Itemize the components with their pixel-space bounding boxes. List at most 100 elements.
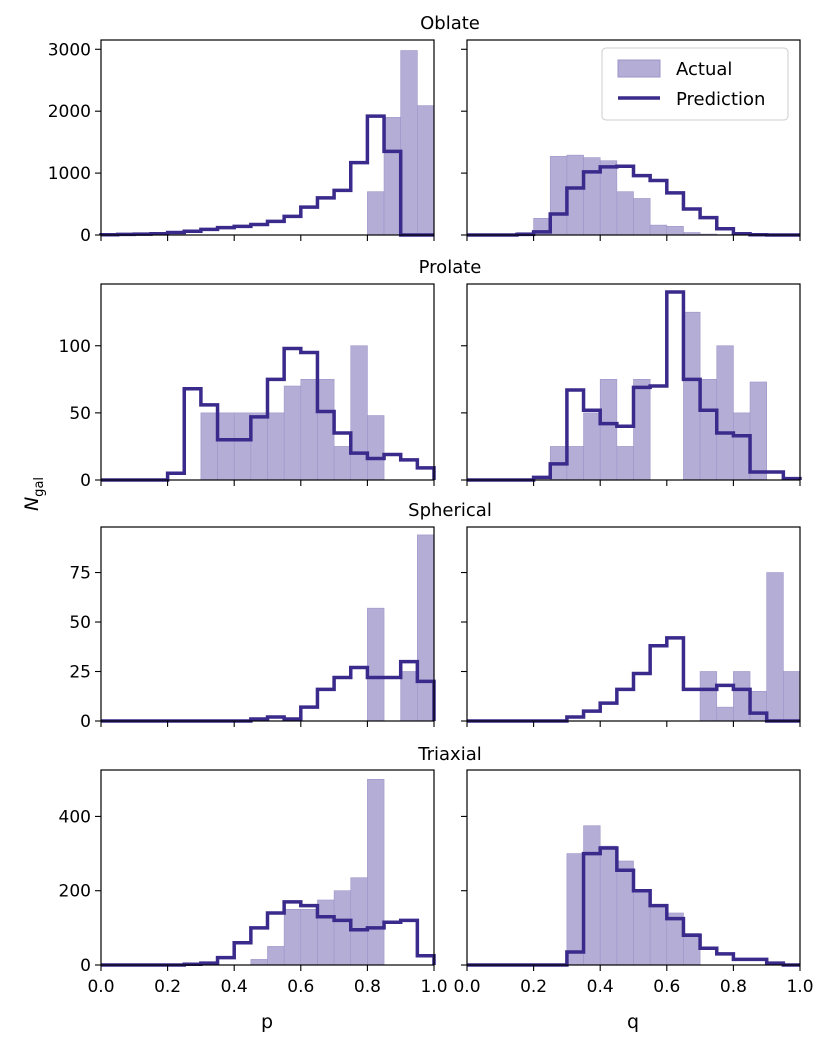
y-tick-label: 0 xyxy=(80,956,91,976)
actual-bar-q-8 xyxy=(599,845,618,966)
prediction-line-p xyxy=(101,346,436,482)
y-tick-label: 25 xyxy=(69,663,91,683)
actual-bar-p-9 xyxy=(250,959,268,966)
actual-bar-p-14 xyxy=(333,446,352,481)
x-tick-label: 0.0 xyxy=(453,977,480,997)
actual-bar-p-18 xyxy=(400,671,418,722)
actual-bar-p-16 xyxy=(367,607,385,722)
actual-bar-p-14 xyxy=(333,890,352,966)
actual-bar-p-6 xyxy=(200,412,218,481)
legend: Actual Prediction xyxy=(601,47,789,121)
x-tick-label: 0.2 xyxy=(154,977,181,997)
x-tick-label: 0.6 xyxy=(653,977,680,997)
actual-bar-q-14 xyxy=(699,379,718,481)
actual-bar-p-19 xyxy=(417,105,435,236)
actual-bar-q-10 xyxy=(633,890,651,966)
axes-frame xyxy=(466,283,801,481)
actual-bar-p-11 xyxy=(283,385,302,481)
y-axis-label-main: N xyxy=(21,497,43,511)
y-tick-label: 3000 xyxy=(48,40,91,60)
actual-bar-q-7 xyxy=(583,412,601,481)
actual-bar-p-10 xyxy=(267,946,285,966)
prediction-line-p xyxy=(99,114,434,237)
actual-bar-q-14 xyxy=(699,671,718,722)
actual-bar-q-6 xyxy=(566,853,584,966)
panel-oblate-q xyxy=(461,39,801,241)
y-tick-label: 50 xyxy=(69,404,91,424)
actual-bar-q-8 xyxy=(599,379,618,481)
legend-actual-label: Actual xyxy=(676,59,732,80)
actual-bar-p-10 xyxy=(267,412,285,481)
actual-bar-q-16 xyxy=(733,412,751,481)
actual-bar-q-7 xyxy=(583,825,601,966)
actual-bar-p-18 xyxy=(400,50,418,236)
axes-frame xyxy=(466,526,801,722)
row-title-oblate: Oblate xyxy=(420,13,480,34)
row-title-spherical: Spherical xyxy=(408,500,492,521)
axes-frame xyxy=(100,526,435,722)
row-title-triaxial: Triaxial xyxy=(417,744,481,765)
actual-bar-p-17 xyxy=(383,117,401,236)
actual-bar-q-9 xyxy=(616,191,634,236)
x-axis-label-q: q xyxy=(627,1011,639,1033)
actual-bar-q-13 xyxy=(683,933,701,966)
y-tick-label: 2000 xyxy=(48,102,91,122)
prediction-line-p xyxy=(101,900,436,967)
y-tick-label: 1000 xyxy=(48,164,91,184)
actual-bar-q-16 xyxy=(733,671,751,722)
actual-bar-q-19 xyxy=(783,671,801,722)
y-tick-label: 200 xyxy=(59,882,91,902)
panel-spherical-p: 0 25 50 75 xyxy=(69,526,436,732)
actual-bar-q-12 xyxy=(666,912,684,966)
axes-frame xyxy=(466,769,801,966)
actual-bar-p-13 xyxy=(317,899,335,966)
x-tick-label: 0.0 xyxy=(87,977,114,997)
actual-bar-q-10 xyxy=(633,198,651,236)
actual-bar-q-7 xyxy=(583,157,601,236)
actual-bar-p-8 xyxy=(233,412,252,481)
actual-bar-q-9 xyxy=(616,446,634,481)
y-tick-label: 0 xyxy=(80,226,91,246)
actual-bar-p-16 xyxy=(367,191,385,236)
actual-bar-q-5 xyxy=(549,156,568,236)
actual-bar-p-19 xyxy=(417,534,435,722)
x-tick-label: 0.6 xyxy=(287,977,314,997)
x-tick-label: 0.4 xyxy=(587,977,614,997)
x-tick-label: 0.2 xyxy=(520,977,547,997)
y-axis-label: Ngal xyxy=(21,477,47,511)
actual-bar-q-6 xyxy=(566,446,584,481)
actual-bar-q-9 xyxy=(616,860,634,966)
axes-frame xyxy=(100,283,435,481)
x-axis-label-p: p xyxy=(261,1011,273,1033)
x-tick-label: 0.8 xyxy=(354,977,381,997)
legend-prediction-label: Prediction xyxy=(676,89,765,110)
actual-bar-q-17 xyxy=(749,691,767,722)
actual-bar-p-12 xyxy=(300,379,318,481)
panel-prolate-p: 0 50 100 xyxy=(59,283,436,491)
actual-bar-p-12 xyxy=(300,908,318,966)
axes-frame xyxy=(100,769,435,966)
actual-bar-p-16 xyxy=(367,778,385,966)
x-tick-label: 1.0 xyxy=(420,977,447,997)
panel-spherical-q xyxy=(461,526,801,727)
actual-bar-q-18 xyxy=(766,572,784,722)
actual-bar-q-6 xyxy=(566,154,584,236)
actual-bar-q-11 xyxy=(649,224,668,236)
axes-frame xyxy=(100,39,435,236)
y-tick-label: 0 xyxy=(80,712,91,732)
panel-prolate-q xyxy=(461,283,802,486)
y-tick-label: 0 xyxy=(80,471,91,491)
x-tick-label: 1.0 xyxy=(786,977,813,997)
actual-bar-q-15 xyxy=(716,706,734,722)
panel-triaxial-q: 0.0 0.2 0.4 0.6 0.8 1.0 xyxy=(453,769,814,997)
legend-actual-swatch xyxy=(617,59,661,78)
axes-frame xyxy=(466,39,801,236)
x-tick-label: 0.8 xyxy=(720,977,747,997)
actual-bar-q-10 xyxy=(633,379,651,481)
panel-triaxial-p: 0.0 0.2 0.4 0.6 0.8 1.0 0 200 400 xyxy=(59,769,448,997)
y-tick-label: 50 xyxy=(69,613,91,633)
actual-bar-q-8 xyxy=(599,160,618,236)
actual-bar-p-11 xyxy=(283,908,302,966)
plot-layer: Oblate0100020003000Prolate050100Spherica… xyxy=(48,13,814,997)
